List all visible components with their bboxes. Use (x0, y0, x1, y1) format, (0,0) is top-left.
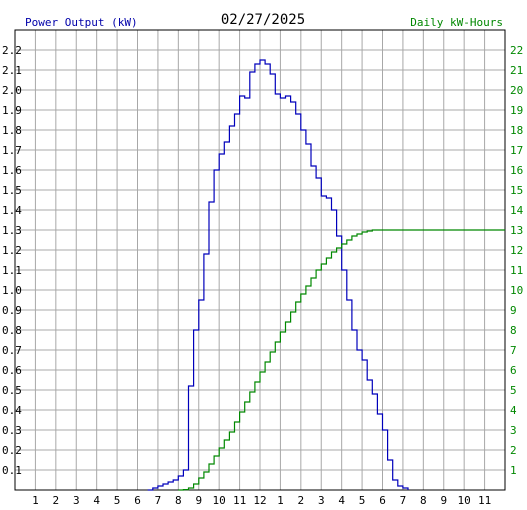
y-left-tick-label: 0.9 (2, 304, 22, 317)
x-tick-label: 5 (359, 494, 366, 507)
y-right-tick-label: 16 (510, 164, 523, 177)
y-right-tick-label: 10 (510, 284, 523, 297)
x-tick-labels: 1 2 3 4 5 6 7 8 9 10 11 12 1 2 3 4 5 6 7 8 9 10 11 (32, 494, 491, 507)
x-tick-label: 9 (195, 494, 202, 507)
y-left-tick-label: 1.4 (2, 204, 22, 217)
x-tick-label: 10 (213, 494, 226, 507)
x-tick-label: 12 (253, 494, 266, 507)
x-tick-label: 6 (379, 494, 386, 507)
y-left-tick-label: 0.5 (2, 384, 22, 397)
x-tick-label: 8 (175, 494, 182, 507)
y-right-tick-label: 8 (510, 324, 517, 337)
x-tick-label: 11 (233, 494, 246, 507)
y-left-tick-label: 1.7 (2, 144, 22, 157)
y-left-tick-label: 1.3 (2, 224, 22, 237)
y-right-tick-label: 11 (510, 264, 523, 277)
x-tick-label: 4 (338, 494, 345, 507)
y-left-tick-label: 0.7 (2, 344, 22, 357)
left-axis-label: Power Output (kW) (25, 16, 138, 29)
y-right-tick-label: 1 (510, 464, 517, 477)
x-tick-label: 8 (420, 494, 427, 507)
y-left-tick-label: 0.2 (2, 444, 22, 457)
x-tick-label: 10 (458, 494, 471, 507)
power-series (147, 59, 409, 491)
y-right-tick-label: 12 (510, 244, 523, 257)
x-tick-label: 2 (298, 494, 305, 507)
x-tick-label: 9 (440, 494, 447, 507)
x-tick-label: 3 (318, 494, 325, 507)
y-right-tick-label: 6 (510, 364, 517, 377)
y-right-tick-label: 13 (510, 224, 523, 237)
y-left-tick-label: 1.5 (2, 184, 22, 197)
x-tick-label: 11 (478, 494, 491, 507)
energy-series (178, 229, 505, 491)
grid-lines (15, 30, 505, 490)
y-left-tick-label: 0.1 (2, 464, 22, 477)
y-right-tick-label: 19 (510, 104, 523, 117)
y-right-tick-label: 20 (510, 84, 523, 97)
right-axis-label: Daily kW-Hours (410, 16, 503, 29)
daily-kwh-line (178, 229, 505, 491)
power-output-line (147, 59, 409, 491)
y-right-tick-label: 5 (510, 384, 517, 397)
x-tick-label: 7 (400, 494, 407, 507)
x-tick-label: 1 (277, 494, 284, 507)
y-left-tick-label: 0.8 (2, 324, 22, 337)
y-right-tick-label: 21 (510, 64, 523, 77)
y-left-tick-label: 1.2 (2, 244, 22, 257)
y-right-tick-label: 9 (510, 304, 517, 317)
y-left-tick-label: 1.9 (2, 104, 22, 117)
chart-title: 02/27/2025 (221, 12, 305, 28)
y-right-tick-label: 18 (510, 124, 523, 137)
y-left-tick-label: 0.6 (2, 364, 22, 377)
y-right-tick-label: 3 (510, 424, 517, 437)
y-right-tick-label: 4 (510, 404, 517, 417)
y-right-tick-label: 7 (510, 344, 517, 357)
y-left-tick-label: 2.0 (2, 84, 22, 97)
x-tick-label: 2 (53, 494, 60, 507)
y-left-tick-label: 1.8 (2, 124, 22, 137)
y-left-tick-label: 0.3 (2, 424, 22, 437)
left-tick-labels: 0.1 0.2 0.3 0.4 0.5 0.6 0.7 0.8 0.9 1.0 1.1 1.2 1.3 1… (2, 44, 22, 477)
y-left-tick-label: 2.2 (2, 44, 22, 57)
plot-frame (14, 29, 506, 491)
x-tick-label: 5 (114, 494, 121, 507)
y-left-tick-label: 1.1 (2, 264, 22, 277)
y-right-tick-label: 2 (510, 444, 517, 457)
y-right-tick-label: 22 (510, 44, 523, 57)
y-left-tick-label: 2.1 (2, 64, 22, 77)
y-right-tick-label: 14 (510, 204, 524, 217)
y-right-tick-label: 15 (510, 184, 523, 197)
y-left-tick-label: 0.4 (2, 404, 22, 417)
x-tick-label: 3 (73, 494, 80, 507)
x-tick-label: 7 (155, 494, 162, 507)
y-left-tick-label: 1.0 (2, 284, 22, 297)
x-tick-label: 4 (93, 494, 100, 507)
x-tick-label: 1 (32, 494, 39, 507)
x-tick-label: 6 (134, 494, 141, 507)
y-right-tick-label: 17 (510, 144, 523, 157)
y-left-tick-label: 1.6 (2, 164, 22, 177)
